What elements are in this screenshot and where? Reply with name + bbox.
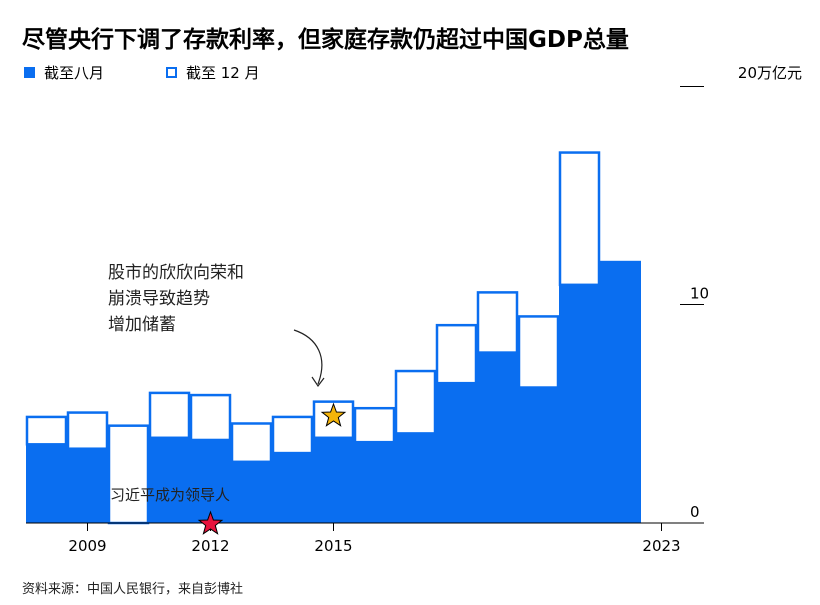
- unit-tick-mark: [680, 86, 704, 87]
- bar-august-2008: [26, 444, 67, 523]
- bar-december-2008: [25, 415, 68, 446]
- bar-december-2019: [476, 291, 519, 354]
- legend-swatch-filled: [24, 67, 35, 78]
- annotation-market-line-2: 崩溃导致趋势: [108, 289, 210, 309]
- x-tick-label-2023: 2023: [642, 537, 680, 555]
- legend-label-december: 截至 12 月: [186, 64, 260, 82]
- bar-december-2017: [394, 369, 437, 435]
- annotation-layer: 股市的欣欣向荣和 崩溃导致趋势 增加储蓄 习近平成为领导人: [108, 263, 325, 504]
- bars-layer: [25, 151, 641, 525]
- bar-august-2014: [272, 453, 313, 523]
- axis-layer: 2009 2012 2015 2023 0 10: [26, 285, 709, 555]
- bar-december-2013: [230, 422, 273, 464]
- unit-label: 20万亿元: [737, 64, 802, 82]
- bar-august-2015: [313, 437, 354, 523]
- annotation-xi-label: 习近平成为领导人: [110, 486, 230, 504]
- chart-title: 尽管央行下调了存款利率，但家庭存款仍超过中国GDP总量: [22, 27, 629, 53]
- x-tick-label-2015: 2015: [314, 537, 352, 555]
- bar-december-2015: [312, 400, 355, 440]
- bar-august-2013: [231, 461, 272, 523]
- y-tick-label-0: 0: [690, 503, 700, 521]
- bar-december-2014: [271, 415, 314, 455]
- legend-label-august: 截至八月: [44, 64, 105, 82]
- annotation-market-line-1: 股市的欣欣向荣和: [108, 263, 244, 283]
- y-tick-label-10: 10: [690, 285, 709, 303]
- bar-december-2009: [66, 411, 109, 450]
- annotation-arrow: [293, 329, 323, 385]
- legend-item-december: 截至 12 月: [166, 62, 260, 83]
- bar-august-2009: [67, 448, 108, 523]
- gold-star-marker: [320, 402, 347, 427]
- bar-december-2016: [353, 406, 396, 444]
- bar-august-2022: [600, 260, 641, 523]
- bar-december-2010: [107, 424, 150, 525]
- bar-august-2019: [477, 352, 518, 523]
- x-tick-label-2009: 2009: [68, 537, 106, 555]
- annotation-market-line-3: 增加储蓄: [108, 315, 176, 335]
- legend-swatch-outline: [166, 67, 177, 78]
- source-note: 资料来源：中国人民银行，来自彭博社: [22, 582, 244, 597]
- legend-item-august: 截至八月: [24, 62, 104, 83]
- bar-december-2020: [517, 315, 560, 389]
- bar-august-2021: [559, 284, 600, 523]
- bar-august-2018: [436, 383, 477, 523]
- bar-august-2012: [190, 439, 231, 523]
- bar-december-2012: [189, 393, 232, 442]
- red-star-marker: [197, 510, 224, 535]
- bar-august-2016: [354, 442, 395, 523]
- bar-december-2011: [148, 391, 191, 440]
- x-tick-label-2012: 2012: [191, 537, 229, 555]
- annotation-arrowhead: [311, 376, 325, 388]
- bar-august-2011: [149, 437, 190, 523]
- bar-august-2020: [518, 387, 559, 523]
- bar-december-2018: [435, 323, 478, 385]
- bar-august-2017: [395, 433, 436, 523]
- bar-december-2021: [558, 151, 601, 287]
